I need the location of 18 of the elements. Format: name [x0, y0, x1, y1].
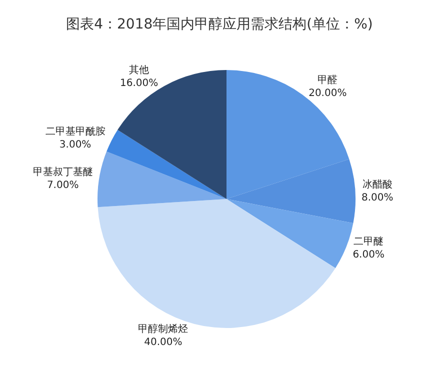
chart-title: 图表4：2018年国内甲醇应用需求结构(单位：%) [66, 16, 373, 32]
slice-label: 二甲醚 [354, 236, 384, 248]
data-label: 40.00% [144, 337, 182, 348]
slice-label: 甲醇制烯烃 [138, 323, 188, 336]
pie-slice [98, 152, 226, 208]
slice-label: 二甲基甲酰胺 [45, 125, 106, 138]
slice-label: 其他 [129, 64, 150, 76]
data-label: 20.00% [308, 88, 347, 99]
slice-label: 冰醋酸 [362, 178, 392, 190]
data-label: 8.00% [361, 192, 394, 204]
slice-label: 甲醛 [318, 74, 338, 86]
pie-slice [226, 199, 354, 268]
data-label: 6.00% [352, 250, 384, 261]
data-label: 3.00% [59, 139, 92, 150]
pie-slice [106, 130, 226, 199]
data-label: 7.00% [46, 180, 79, 192]
slice-label: 甲基叔丁基醚 [32, 166, 93, 178]
data-label: 16.00% [120, 78, 158, 89]
